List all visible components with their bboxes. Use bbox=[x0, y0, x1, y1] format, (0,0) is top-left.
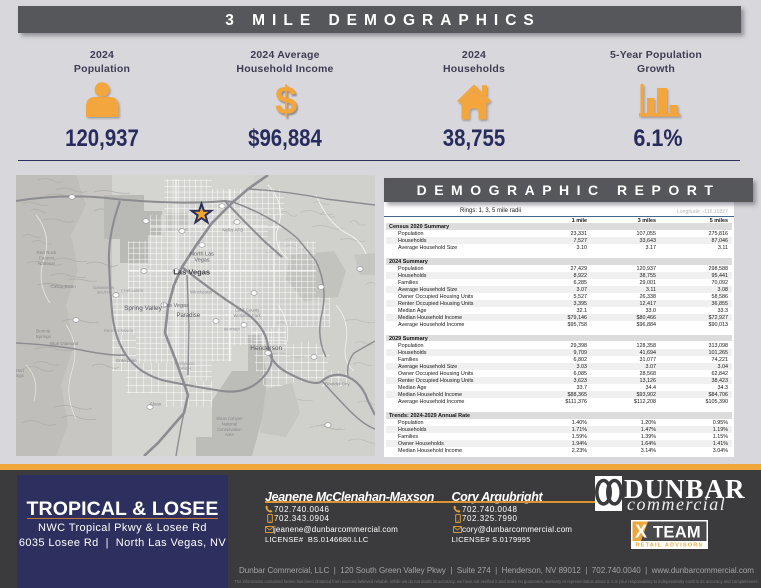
svg-text:Las Vegas: Las Vegas bbox=[173, 268, 210, 277]
svg-text:SUMMERLIN: SUMMERLIN bbox=[93, 286, 115, 290]
svg-text:Area: Area bbox=[225, 432, 235, 437]
svg-text:Wetlands Park: Wetlands Park bbox=[234, 313, 262, 318]
svg-text:ings: ings bbox=[16, 373, 24, 378]
svg-text:WHITNEY: WHITNEY bbox=[224, 327, 241, 331]
svg-text:Henderson: Henderson bbox=[250, 345, 282, 352]
svg-text:RANCH: RANCH bbox=[178, 367, 191, 371]
svg-text:Hart: Hart bbox=[16, 368, 25, 373]
svg-text:SOUTH: SOUTH bbox=[97, 291, 110, 295]
svg-text:Sloan Canyon: Sloan Canyon bbox=[216, 416, 243, 421]
svg-text:TEAM: TEAM bbox=[653, 523, 701, 541]
svg-text:Red Rock: Red Rock bbox=[37, 250, 58, 255]
svg-text:Paradise: Paradise bbox=[176, 313, 200, 319]
svg-text:Vegas: Vegas bbox=[194, 258, 210, 264]
svg-text:Nellis AFB: Nellis AFB bbox=[222, 228, 243, 233]
svg-text:7 THE LAKES: 7 THE LAKES bbox=[120, 289, 143, 293]
svg-text:Boulder City: Boulder City bbox=[325, 382, 350, 387]
svg-text:Sloan: Sloan bbox=[150, 402, 162, 407]
svg-text:RHODES RANCH: RHODES RANCH bbox=[104, 329, 134, 333]
svg-text:SILVERADO: SILVERADO bbox=[174, 362, 195, 366]
svg-text:Springs: Springs bbox=[36, 334, 52, 339]
svg-text:Enterprise: Enterprise bbox=[116, 358, 137, 363]
svg-text:Spring Valley: Spring Valley bbox=[124, 305, 163, 312]
svg-text:National: National bbox=[38, 261, 55, 266]
svg-text:Clark County: Clark County bbox=[235, 308, 260, 313]
svg-text:X: X bbox=[635, 522, 647, 542]
svg-text:Las Vegas: Las Vegas bbox=[163, 303, 189, 309]
svg-text:Calico Basin: Calico Basin bbox=[51, 284, 77, 289]
svg-text:RETAIL ADVISORS: RETAIL ADVISORS bbox=[636, 543, 704, 549]
svg-text:Winchester: Winchester bbox=[190, 290, 213, 295]
svg-text:National: National bbox=[222, 421, 237, 426]
svg-text:North Las: North Las bbox=[190, 252, 214, 258]
svg-text:Canyon: Canyon bbox=[39, 256, 55, 261]
svg-text:Bonnie: Bonnie bbox=[36, 329, 51, 334]
svg-text:Conservation: Conservation bbox=[217, 427, 242, 432]
svg-text:Blue Diamond: Blue Diamond bbox=[50, 341, 79, 346]
